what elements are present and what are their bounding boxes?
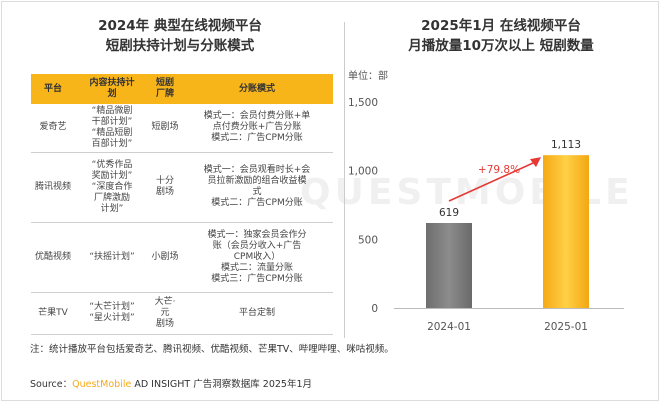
cell-drama-text: 十分 剧场 [155, 176, 174, 197]
cell-model: 平台定制 [181, 292, 333, 335]
growth-arrow-line [448, 161, 536, 202]
cell-drama-text: 小剧场 [151, 251, 179, 262]
cell-platform: 芒果TV [31, 292, 75, 335]
header-platform: 平台 [31, 74, 75, 104]
table-header-row: 平台 内容扶持计划 短剧厂牌 分账模式 [31, 74, 333, 104]
cell-plan: “优秀作品 奖励计划” “深度合作 厂牌激励 计划” [75, 152, 149, 223]
cell-plan: “精品微剧 干部计划” “精品短剧 百部计划” [75, 104, 149, 153]
header-model: 分账模式 [181, 74, 333, 104]
right-title-line2: 月播放量10万次以上 短剧数量 [408, 38, 594, 54]
y-tick-label: 500 [358, 234, 378, 246]
right-title: 2025年1月 在线视频平台 月播放量10万次以上 短剧数量 [346, 16, 656, 56]
source-rest: AD INSIGHT 广告洞察数据库 2025年1月 [131, 379, 312, 390]
cell-drama: 短剧场 [149, 104, 181, 153]
cell-drama-text: 大芒·元 剧场 [154, 296, 176, 329]
cell-model-text: 模式一：会员付费分账+单 点付费分账+广告分账 模式二：广告CPM分账 [203, 111, 311, 144]
unit-label: 单位：部 [348, 71, 388, 82]
cell-model-text: 模式一：会员观看时长+会 员拉新激励的组合收益模 式 模式二：广告CPM分账 [203, 165, 311, 208]
header-plan-text: 内容扶持计划 [89, 78, 135, 99]
cell-platform: 爱奇艺 [31, 104, 75, 153]
left-title: 2024年 典型在线视频平台 短剧扶持计划与分账模式 [30, 16, 330, 56]
cell-platform: 腾讯视频 [31, 152, 75, 223]
table-row: 芒果TV “大芒计划” “星火计划” 大芒·元 剧场 平台定制 [31, 292, 333, 335]
data-label: 619 [439, 207, 459, 219]
panel-divider [344, 22, 345, 338]
cell-model: 模式一：会员付费分账+单 点付费分账+广告分账 模式二：广告CPM分账 [181, 104, 333, 153]
header-drama: 短剧厂牌 [149, 74, 181, 104]
data-label: 1,113 [551, 139, 581, 151]
cell-model-text: 平台定制 [238, 307, 275, 318]
cell-plan-text: “大芒计划” “星火计划” [89, 302, 135, 323]
cell-plan: “大芒计划” “星火计划” [75, 292, 149, 335]
cell-plan-text: “精品微剧 干部计划” “精品短剧 百部计划” [91, 105, 133, 149]
y-tick-label: 0 [371, 303, 378, 315]
growth-arrow-head [530, 157, 541, 168]
cell-platform: 优酷视频 [31, 222, 75, 293]
right-title-line1: 2025年1月 在线视频平台 [421, 18, 581, 34]
x-tick-label: 2024-01 [427, 321, 471, 333]
support-plan-table: 平台 内容扶持计划 短剧厂牌 分账模式 爱奇艺 “精品微剧 干部计划” “精品短… [31, 74, 333, 335]
left-title-line2: 短剧扶持计划与分账模式 [105, 38, 255, 54]
table-row: 腾讯视频 “优秀作品 奖励计划” “深度合作 厂牌激励 计划” 十分 剧场 模式… [31, 152, 333, 223]
footnote: 注：统计播放平台包括爱奇艺、腾讯视频、优酷视频、芒果TV、哔哩哔哩、咪咕视频。 [30, 344, 394, 355]
cell-model: 模式一：会员观看时长+会 员拉新激励的组合收益模 式 模式二：广告CPM分账 [181, 152, 333, 223]
source-prefix: Source： [30, 379, 73, 390]
y-tick-label: 1,500 [348, 97, 378, 109]
cell-plan-text: “优秀作品 奖励计划” “深度合作 厂牌激励 计划” [91, 159, 133, 214]
cell-model-text: 模式一：独家会员会作分 账（会员分收入+广告 CPM收入） 模式二：流量分账 模… [207, 229, 307, 284]
y-tick-label: 1,000 [348, 166, 378, 178]
left-title-line1: 2024年 典型在线视频平台 [98, 18, 262, 34]
table-row: 优酷视频 “扶摇计划” 小剧场 模式一：独家会员会作分 账（会员分收入+广告 C… [31, 222, 333, 293]
bar-2025-01 [543, 155, 589, 308]
cell-model: 模式一：独家会员会作分 账（会员分收入+广告 CPM收入） 模式二：流量分账 模… [181, 222, 333, 293]
cell-plan: “扶摇计划” [75, 222, 149, 293]
header-plan: 内容扶持计划 [75, 74, 149, 104]
header-drama-text: 短剧厂牌 [155, 78, 174, 99]
x-tick-label: 2025-01 [544, 321, 588, 333]
table-row: 爱奇艺 “精品微剧 干部计划” “精品短剧 百部计划” 短剧场 模式一：会员付费… [31, 104, 333, 153]
source-brand: QuestMobile [72, 379, 132, 390]
cell-drama: 大芒·元 剧场 [149, 292, 181, 335]
cell-drama-text: 短剧场 [151, 122, 179, 133]
source-line: Source：QuestMobile AD INSIGHT 广告洞察数据库 20… [30, 376, 312, 390]
cell-drama: 十分 剧场 [149, 152, 181, 223]
cell-drama: 小剧场 [149, 222, 181, 293]
growth-annotation: +79.8% [478, 164, 520, 176]
bar-2024-01 [426, 222, 472, 308]
cell-plan-text: “扶摇计划” [89, 251, 135, 262]
